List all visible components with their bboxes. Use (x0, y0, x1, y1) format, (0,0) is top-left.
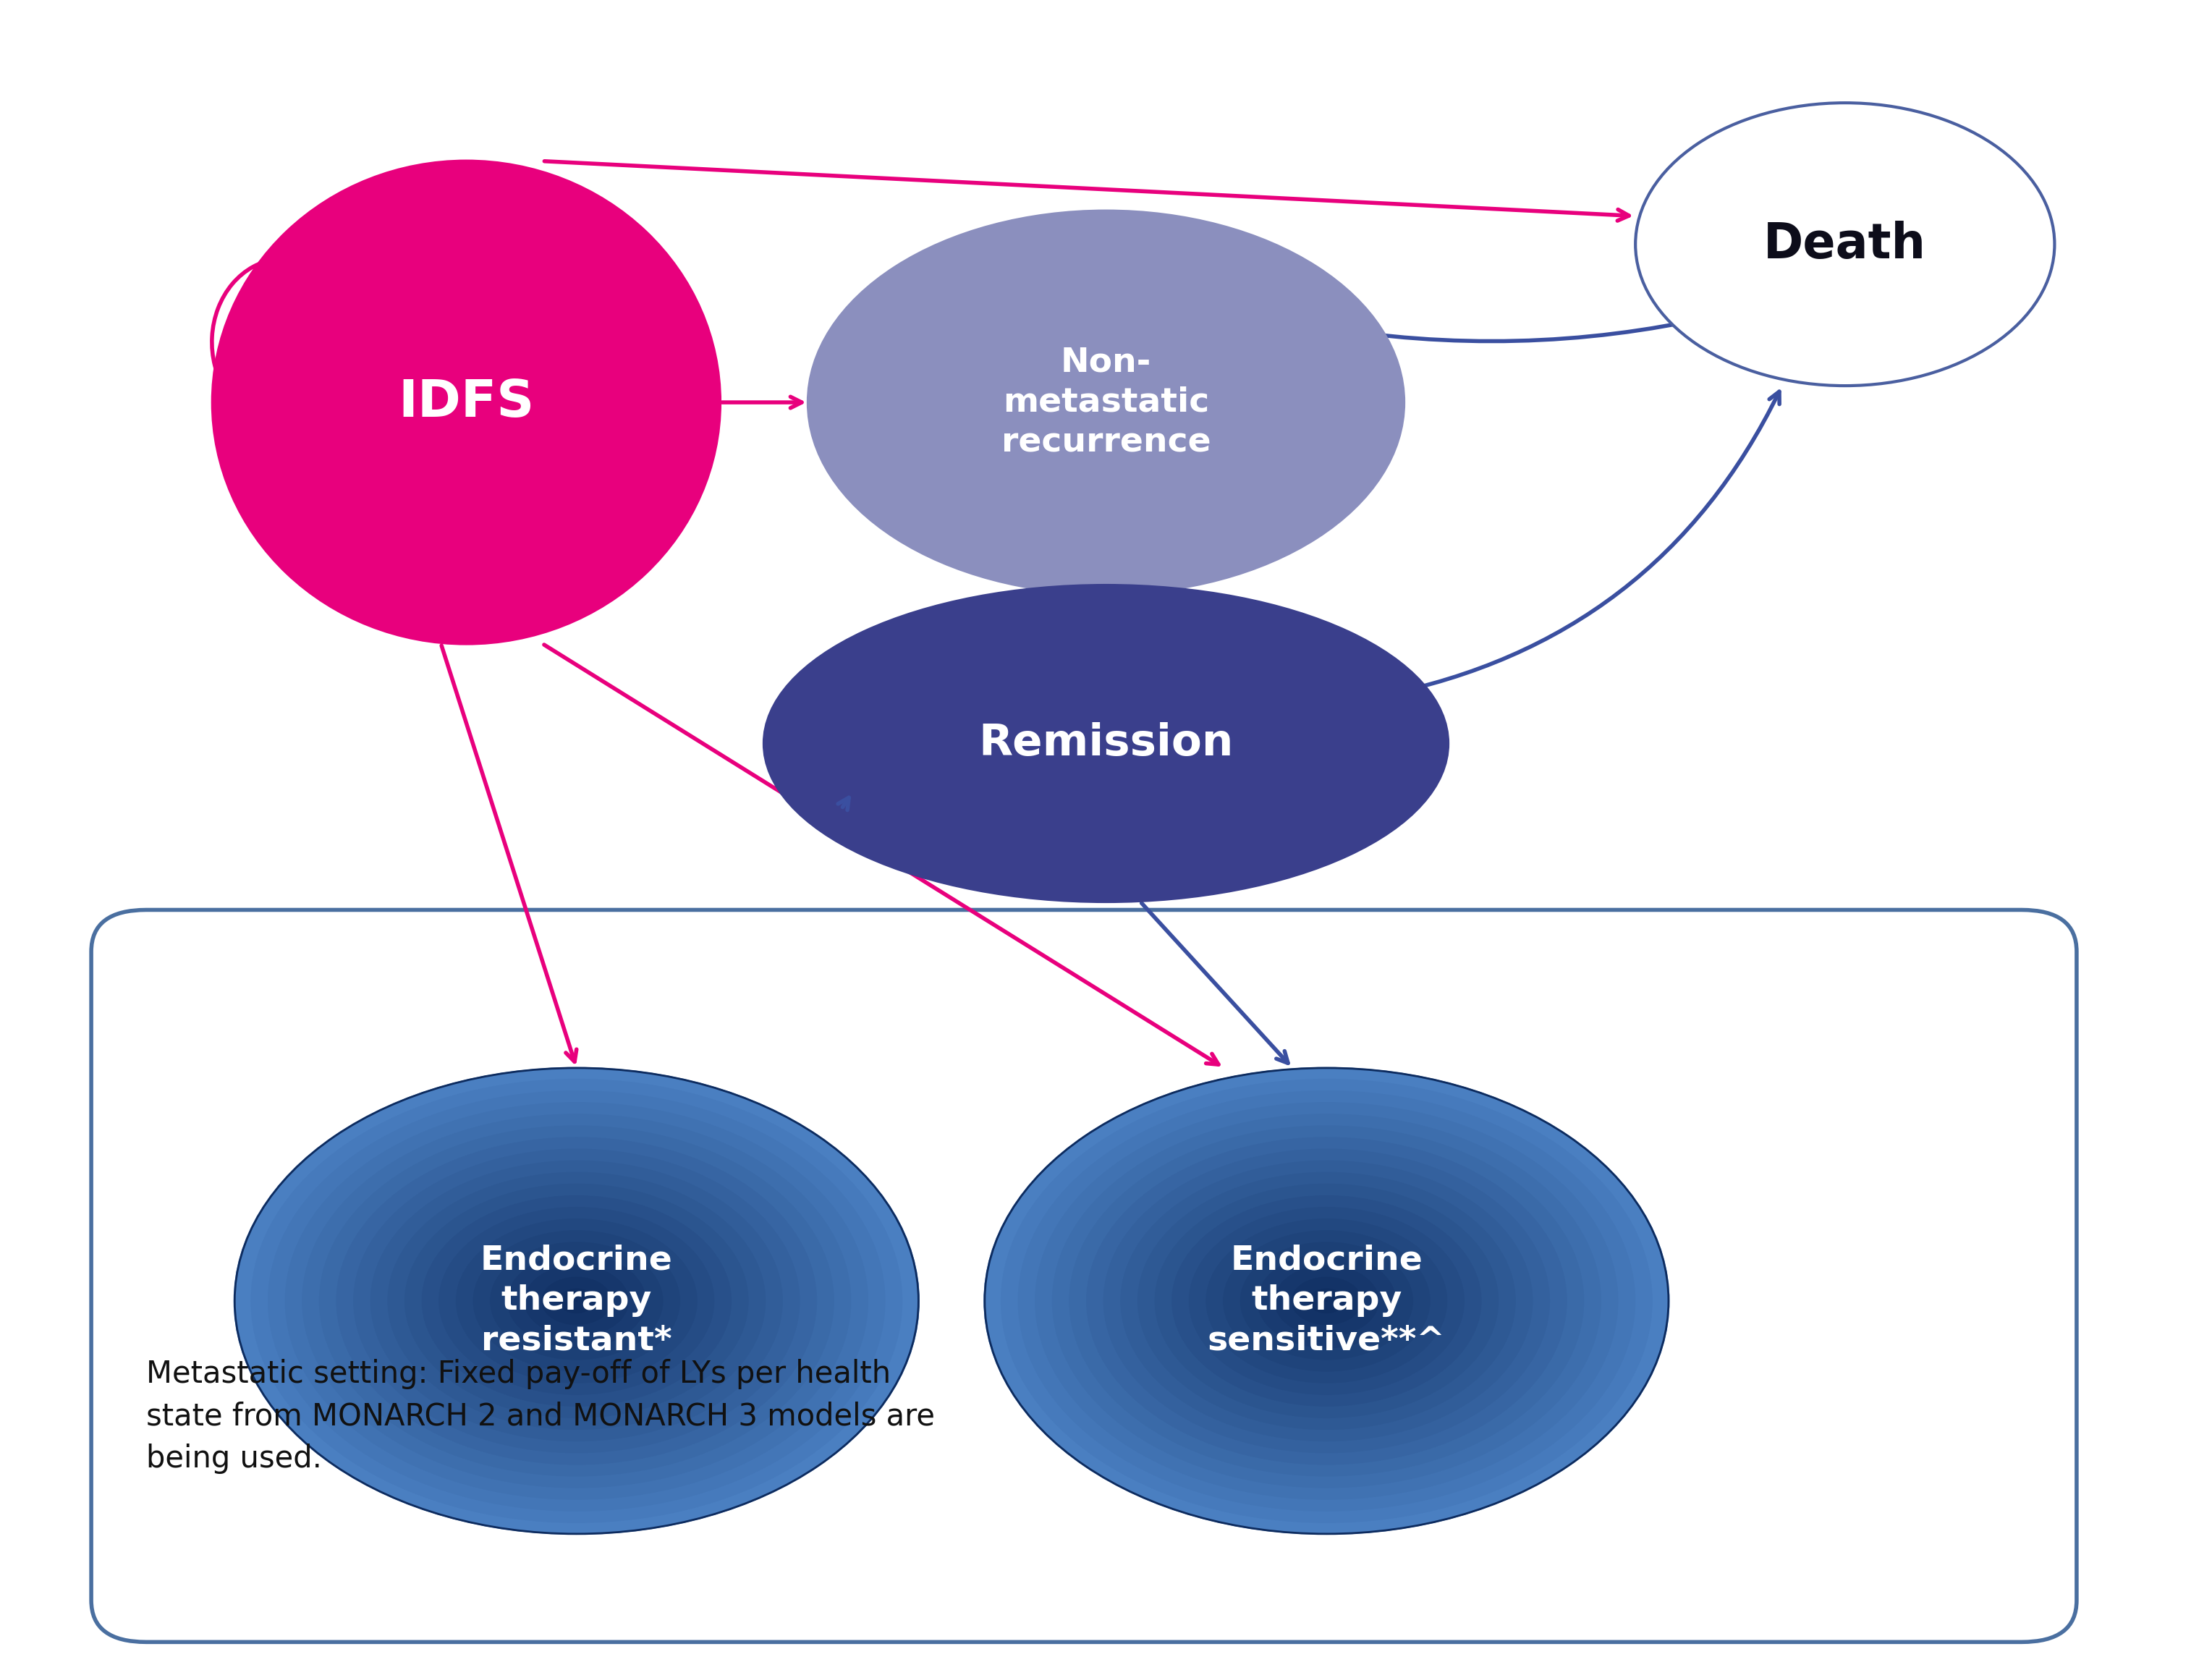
Ellipse shape (285, 1102, 869, 1500)
Ellipse shape (1292, 1278, 1363, 1324)
Ellipse shape (1086, 1137, 1566, 1465)
Ellipse shape (1188, 1207, 1464, 1394)
Text: Metastatic setting: Fixed pay-off of LYs per health
state from MONARCH 2 and MON: Metastatic setting: Fixed pay-off of LYs… (146, 1359, 936, 1475)
Ellipse shape (1241, 1242, 1413, 1359)
Ellipse shape (557, 1289, 595, 1313)
Ellipse shape (1172, 1196, 1482, 1406)
Ellipse shape (473, 1231, 681, 1371)
Text: Remission: Remission (978, 721, 1234, 765)
Ellipse shape (1104, 1149, 1551, 1453)
Ellipse shape (301, 1114, 852, 1488)
Ellipse shape (1635, 104, 2055, 386)
Ellipse shape (405, 1184, 748, 1418)
Ellipse shape (1223, 1231, 1431, 1371)
Text: Death: Death (1763, 220, 1927, 269)
Ellipse shape (763, 586, 1449, 902)
Ellipse shape (387, 1172, 765, 1430)
Ellipse shape (354, 1149, 801, 1453)
Ellipse shape (1274, 1266, 1378, 1336)
Ellipse shape (1137, 1172, 1515, 1430)
Ellipse shape (438, 1207, 714, 1394)
Ellipse shape (1000, 1079, 1652, 1523)
Ellipse shape (1068, 1126, 1584, 1476)
Ellipse shape (1018, 1091, 1635, 1511)
Ellipse shape (507, 1254, 646, 1348)
Ellipse shape (268, 1091, 885, 1511)
Ellipse shape (524, 1266, 628, 1336)
Text: Endocrine
therapy
sensitive**^: Endocrine therapy sensitive**^ (1208, 1244, 1447, 1358)
Ellipse shape (1155, 1184, 1500, 1418)
Ellipse shape (212, 160, 719, 643)
Ellipse shape (234, 1067, 920, 1535)
Ellipse shape (369, 1161, 783, 1441)
Ellipse shape (984, 1067, 1670, 1535)
Ellipse shape (542, 1278, 613, 1324)
Text: Endocrine
therapy
resistant*: Endocrine therapy resistant* (480, 1244, 672, 1358)
Ellipse shape (319, 1126, 834, 1476)
Ellipse shape (1206, 1219, 1447, 1383)
Ellipse shape (456, 1219, 697, 1383)
Ellipse shape (1053, 1114, 1601, 1488)
Ellipse shape (1119, 1161, 1533, 1441)
Ellipse shape (1035, 1102, 1619, 1500)
Ellipse shape (1256, 1254, 1396, 1348)
Ellipse shape (336, 1137, 816, 1465)
Ellipse shape (422, 1196, 732, 1406)
Ellipse shape (807, 210, 1405, 595)
Ellipse shape (250, 1079, 902, 1523)
Text: IDFS: IDFS (398, 377, 535, 428)
Text: Non-
metastatic
recurrence: Non- metastatic recurrence (1002, 346, 1210, 459)
FancyBboxPatch shape (91, 910, 2077, 1642)
Ellipse shape (491, 1242, 664, 1359)
Ellipse shape (1307, 1289, 1345, 1313)
